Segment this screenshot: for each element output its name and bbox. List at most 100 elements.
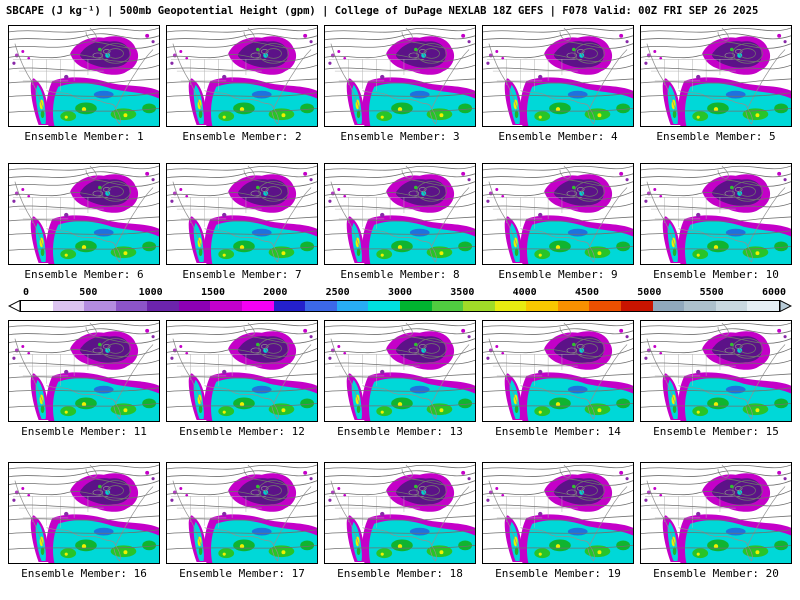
ensemble-map [482, 25, 634, 127]
height-contours [9, 165, 159, 251]
ensemble-panel: Ensemble Member: 13 [324, 320, 476, 440]
ensemble-panel-label: Ensemble Member: 1 [24, 130, 144, 143]
ensemble-panel: Ensemble Member: 14 [482, 320, 634, 440]
map-coastlines [646, 27, 786, 125]
map-borders [644, 59, 740, 91]
cape-shading [12, 33, 159, 126]
height-contours [483, 464, 633, 550]
colorbar-segment [652, 301, 685, 311]
map-coastlines [14, 464, 154, 562]
height-contours [483, 322, 633, 408]
height-contours [325, 27, 475, 113]
map-coastlines [488, 27, 628, 125]
colorbar-segment [526, 301, 558, 311]
ensemble-panel-label: Ensemble Member: 12 [179, 425, 305, 438]
map-borders [486, 197, 582, 229]
ensemble-panel: Ensemble Member: 6 [8, 163, 160, 283]
map-coastlines [646, 165, 786, 263]
map-coastlines [488, 322, 628, 420]
ensemble-map [324, 25, 476, 127]
colorbar-segment [52, 301, 85, 311]
colorbar-segment [84, 301, 116, 311]
panel-row: Ensemble Member: 6 [0, 163, 800, 283]
ensemble-panel-label: Ensemble Member: 17 [179, 567, 305, 580]
panel-row: Ensemble Member: 11 [0, 320, 800, 440]
panel-grid-bottom: Ensemble Member: 11 [0, 320, 800, 582]
colorbar-tick: 500 [79, 287, 98, 298]
ensemble-map-graphic [325, 165, 475, 264]
panel-row: Ensemble Member: 16 [0, 462, 800, 582]
product-title: SBCAPE (J kg⁻¹) | 500mb Geopotential Hei… [6, 5, 759, 17]
ensemble-map-graphic [483, 322, 633, 421]
ensemble-map-graphic [325, 322, 475, 421]
ensemble-map [324, 163, 476, 265]
map-borders [486, 59, 582, 91]
ensemble-panel: Ensemble Member: 2 [166, 25, 318, 145]
colorbar-tick-labels: 0 500 1000 1500 2000 2500 3000 3500 4000 4500 5000… [23, 287, 786, 300]
colorbar-tick: 4000 [512, 287, 537, 298]
ensemble-panel: Ensemble Member: 7 [166, 163, 318, 283]
colorbar-segment [21, 301, 53, 311]
map-coastlines [172, 165, 312, 263]
colorbar-segment [431, 301, 464, 311]
ensemble-panel-label: Ensemble Member: 4 [498, 130, 618, 143]
height-contours [483, 27, 633, 113]
ensemble-panel: Ensemble Member: 5 [640, 25, 792, 145]
colorbar-tick: 4500 [574, 287, 600, 298]
height-contours [641, 27, 791, 113]
colorbar-segment [147, 301, 179, 311]
ensemble-panel: Ensemble Member: 11 [8, 320, 160, 440]
map-borders [12, 197, 108, 229]
ensemble-panel-label: Ensemble Member: 20 [653, 567, 779, 580]
colorbar-segment [494, 301, 527, 311]
colorbar-tick: 3500 [450, 287, 475, 298]
ensemble-panel: Ensemble Member: 18 [324, 462, 476, 582]
colorbar-segment [368, 301, 400, 311]
ensemble-map-graphic [167, 322, 317, 421]
colorbar-segment [463, 301, 495, 311]
ensemble-map [482, 462, 634, 564]
map-coastlines [330, 165, 470, 263]
ensemble-panel-label: Ensemble Member: 10 [653, 268, 779, 281]
ensemble-panel-label: Ensemble Member: 15 [653, 425, 779, 438]
map-coastlines [14, 27, 154, 125]
ensemble-map [166, 320, 318, 422]
ensemble-panel-label: Ensemble Member: 19 [495, 567, 621, 580]
ensemble-panel: Ensemble Member: 12 [166, 320, 318, 440]
ensemble-map-graphic [9, 322, 159, 421]
height-contours [9, 322, 159, 408]
colorbar-segment [305, 301, 337, 311]
ensemble-panel: Ensemble Member: 16 [8, 462, 160, 582]
height-contours [325, 165, 475, 251]
map-borders [644, 496, 740, 528]
ensemble-map [640, 25, 792, 127]
height-contours [167, 322, 317, 408]
map-borders [328, 59, 424, 91]
map-borders [170, 354, 266, 386]
map-borders [170, 496, 266, 528]
ensemble-panel: Ensemble Member: 3 [324, 25, 476, 145]
ensemble-map [166, 163, 318, 265]
cape-shading [328, 171, 475, 264]
colorbar-segment [336, 301, 369, 311]
ensemble-panel-label: Ensemble Member: 13 [337, 425, 463, 438]
colorbar-bar [8, 300, 792, 312]
ensemble-map-graphic [641, 464, 791, 563]
colorbar-segment [620, 301, 653, 311]
ensemble-map-graphic [9, 165, 159, 264]
ensemble-panel-label: Ensemble Member: 5 [656, 130, 776, 143]
map-coastlines [646, 322, 786, 420]
colorbar-segment [115, 301, 148, 311]
cape-shading [486, 470, 633, 563]
height-contours [9, 27, 159, 113]
map-coastlines [488, 464, 628, 562]
map-coastlines [172, 27, 312, 125]
height-contours [641, 322, 791, 408]
colorbar: 0 500 1000 1500 2000 2500 3000 3500 4000 4500 5000… [8, 287, 792, 312]
ensemble-map [324, 320, 476, 422]
ensemble-map-graphic [641, 322, 791, 421]
map-borders [644, 197, 740, 229]
height-contours [483, 165, 633, 251]
colorbar-segment [715, 301, 748, 311]
